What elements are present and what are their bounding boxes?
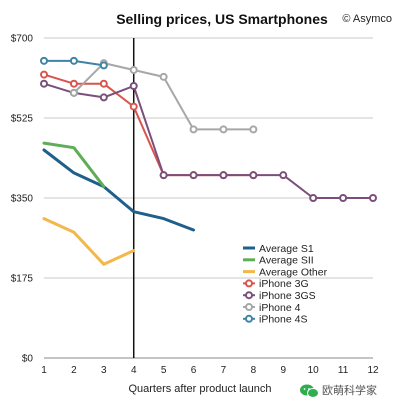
y-tick-label: $175	[11, 274, 34, 285]
x-tick-label: 8	[251, 365, 257, 376]
x-tick-label: 12	[367, 365, 379, 376]
gridlines	[44, 37, 373, 359]
data-point-iphone-4	[189, 125, 198, 134]
y-tick-label: $0	[22, 354, 34, 365]
legend-swatch-marker	[245, 291, 253, 300]
x-tick-label: 4	[131, 365, 137, 376]
data-point-iphone-4	[129, 66, 138, 74]
data-point-iphone-3gs	[309, 194, 318, 202]
x-tick-label: 9	[280, 365, 286, 376]
data-point-iphone-3gs	[279, 171, 288, 180]
data-point-iphone-4	[249, 125, 258, 134]
data-point-iphone-4	[69, 88, 78, 97]
legend-item-average-sii: Average SII	[243, 255, 314, 267]
data-point-iphone-3gs	[99, 93, 108, 102]
series-lines	[42, 59, 374, 266]
data-point-iphone-4s	[69, 56, 78, 65]
legend-swatch-marker	[245, 279, 253, 288]
x-tick-label: 10	[308, 365, 320, 376]
x-tick-label: 1	[41, 365, 47, 376]
legend-item-average-s1: Average S1	[243, 243, 314, 255]
data-point-iphone-3g	[129, 102, 138, 111]
x-axis-ticks: 1 2 3 4 5 6 7 8 9 10 11 12	[41, 365, 379, 376]
data-point-iphone-4s	[99, 61, 108, 70]
data-point-iphone-3gs	[249, 171, 258, 180]
series-markers	[40, 56, 377, 202]
data-point-iphone-4	[219, 125, 228, 134]
x-tick-label: 7	[221, 365, 227, 376]
watermark: 欧萌科学家	[300, 383, 377, 398]
legend-label: iPhone 4S	[259, 314, 307, 326]
legend-item-iphone-4s: iPhone 4S	[243, 314, 307, 326]
y-tick-label: $525	[11, 114, 34, 125]
y-tick-label: $700	[11, 34, 34, 45]
watermark-text: 欧萌科学家	[322, 383, 377, 397]
chart-credit: © Asymco	[342, 13, 392, 25]
x-tick-label: 2	[71, 365, 77, 376]
legend-item-iphone-3g: iPhone 3G	[243, 278, 309, 290]
x-tick-label: 11	[338, 365, 349, 376]
data-point-iphone-3g	[69, 79, 78, 88]
data-point-iphone-3gs	[369, 194, 377, 202]
y-axis-ticks: $0 $175 $350 $525 $700	[11, 34, 34, 365]
data-point-iphone-3g	[99, 79, 108, 88]
legend-label: iPhone 4	[259, 302, 301, 314]
data-point-iphone-3gs	[129, 82, 138, 90]
legend-label: Average SII	[259, 255, 314, 267]
data-point-iphone-3g	[40, 70, 48, 79]
data-point-iphone-3gs	[189, 171, 198, 180]
legend-swatch-marker	[245, 314, 253, 323]
legend-item-iphone-3gs: iPhone 3GS	[243, 290, 316, 302]
x-tick-label: 6	[191, 365, 197, 376]
data-point-iphone-4s	[40, 56, 48, 65]
x-tick-label: 3	[101, 365, 107, 376]
series-line-average-s1	[42, 148, 195, 232]
chart-title: Selling prices, US Smartphones	[116, 11, 328, 27]
legend-label: iPhone 3G	[259, 278, 309, 290]
x-axis-label: Quarters after product launch	[128, 383, 271, 395]
series-line-average-sii	[42, 141, 106, 189]
data-point-iphone-4	[159, 72, 168, 81]
y-tick-label: $350	[11, 194, 34, 205]
data-point-iphone-3gs	[219, 171, 228, 180]
data-point-iphone-3gs	[40, 79, 48, 88]
data-point-iphone-3gs	[339, 194, 348, 202]
x-tick-label: 5	[161, 365, 167, 376]
data-point-iphone-3gs	[159, 171, 168, 180]
wechat-bubble-icon	[300, 384, 319, 398]
legend-item-average-other: Average Other	[243, 266, 328, 278]
legend-label: Average S1	[259, 243, 314, 255]
series-line-iphone-3gs	[43, 82, 374, 199]
legend-item-iphone-4: iPhone 4	[243, 302, 301, 314]
legend-label: iPhone 3GS	[259, 290, 316, 302]
legend-label: Average Other	[259, 266, 328, 278]
legend-swatch-marker	[245, 303, 253, 311]
series-line-average-other	[42, 217, 136, 266]
